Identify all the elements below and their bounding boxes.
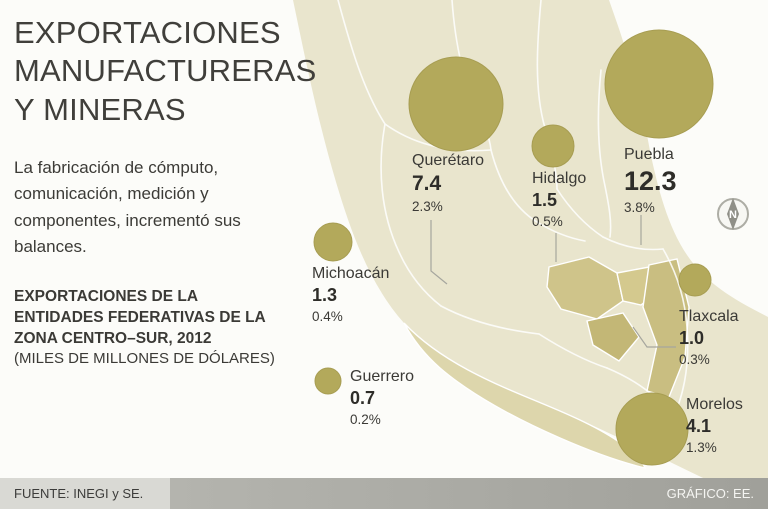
source-text: FUENTE: INEGI y SE. — [14, 486, 144, 501]
state-label-guerrero: Guerrero 0.7 0.2% — [350, 368, 414, 427]
state-share: 3.8% — [624, 200, 655, 216]
state-guerrero — [403, 322, 647, 469]
title-line: MANUFACTURERAS — [14, 53, 317, 89]
state-value: 1.5 — [532, 190, 558, 210]
bubble-tlaxcala — [678, 263, 712, 297]
bubble-guerrero — [314, 367, 342, 395]
footer-bar: FUENTE: INEGI y SE. GRÁFICO: EE. — [0, 478, 768, 509]
section-heading: EXPORTACIONES DE LA ENTIDADES FEDERATIVA… — [14, 286, 314, 370]
leader-line-tlaxcala — [632, 326, 676, 348]
state-border-lines — [337, 0, 689, 413]
state-value: 1.0 — [679, 328, 705, 348]
bubble-queretaro — [408, 56, 504, 152]
state-value: 1.3 — [312, 285, 338, 305]
description: La fabricación de cómputo, comunicación,… — [14, 158, 241, 256]
bubbles — [313, 29, 714, 466]
state-name: Hidalgo — [532, 170, 587, 187]
title-line: EXPORTACIONES — [14, 15, 281, 50]
title-line: Y MINERAS — [14, 91, 186, 127]
state-share: 0.4% — [312, 308, 343, 324]
heading-note: (MILES DE MILLONES DE DÓLARES) — [14, 350, 275, 368]
state-share: 2.3% — [412, 199, 443, 215]
credit-text: GRÁFICO: EE. — [666, 486, 754, 501]
state-name: Tlaxcala — [679, 308, 739, 325]
state-morelos — [586, 312, 640, 362]
compass: N — [711, 192, 755, 236]
state-name: Puebla — [624, 146, 674, 163]
leader-line-queretaro — [430, 220, 448, 285]
heading-line: EXPORTACIONES DE LA — [14, 288, 199, 305]
footer-credit: GRÁFICO: EE. — [170, 478, 768, 509]
state-label-michoacan: Michoacán 1.3 0.4% — [312, 265, 389, 324]
heading-line: ZONA CENTRO–SUR, 2012 — [14, 330, 212, 348]
bubble-michoacan — [313, 222, 353, 262]
state-label-queretaro: Querétaro 7.4 2.3% — [412, 152, 484, 214]
north-label: N — [729, 209, 737, 221]
state-share: 0.5% — [532, 213, 563, 229]
state-share: 0.3% — [679, 351, 710, 367]
state-label-tlaxcala: Tlaxcala 1.0 0.3% — [679, 308, 739, 367]
footer-source: FUENTE: INEGI y SE. — [0, 478, 170, 509]
state-name: Michoacán — [312, 265, 390, 282]
state-value: 4.1 — [686, 416, 712, 436]
left-panel: EXPORTACIONES MANUFACTURERAS Y MINERAS L… — [14, 14, 317, 370]
bubble-hidalgo — [531, 124, 575, 168]
state-mexico — [546, 256, 624, 320]
state-name: Guerrero — [350, 368, 415, 385]
state-value: 7.4 — [412, 172, 442, 195]
page-title: EXPORTACIONES MANUFACTURERAS Y MINERAS — [14, 14, 317, 129]
state-share: 1.3% — [686, 439, 717, 455]
state-value: 12.3 — [624, 166, 677, 196]
heading-line: ENTIDADES FEDERATIVAS DE LA — [14, 309, 266, 327]
bubble-puebla — [604, 29, 714, 139]
bubble-morelos — [615, 392, 689, 466]
compass-icon: N — [717, 198, 749, 230]
state-name: Querétaro — [412, 152, 485, 169]
state-share: 0.2% — [350, 411, 381, 427]
state-value: 0.7 — [350, 388, 376, 408]
state-label-hidalgo: Hidalgo 1.5 0.5% — [532, 170, 586, 229]
state-label-puebla: Puebla 12.3 3.8% — [624, 146, 677, 215]
state-label-morelos: Morelos 4.1 1.3% — [686, 396, 743, 455]
state-name: Morelos — [686, 396, 743, 413]
